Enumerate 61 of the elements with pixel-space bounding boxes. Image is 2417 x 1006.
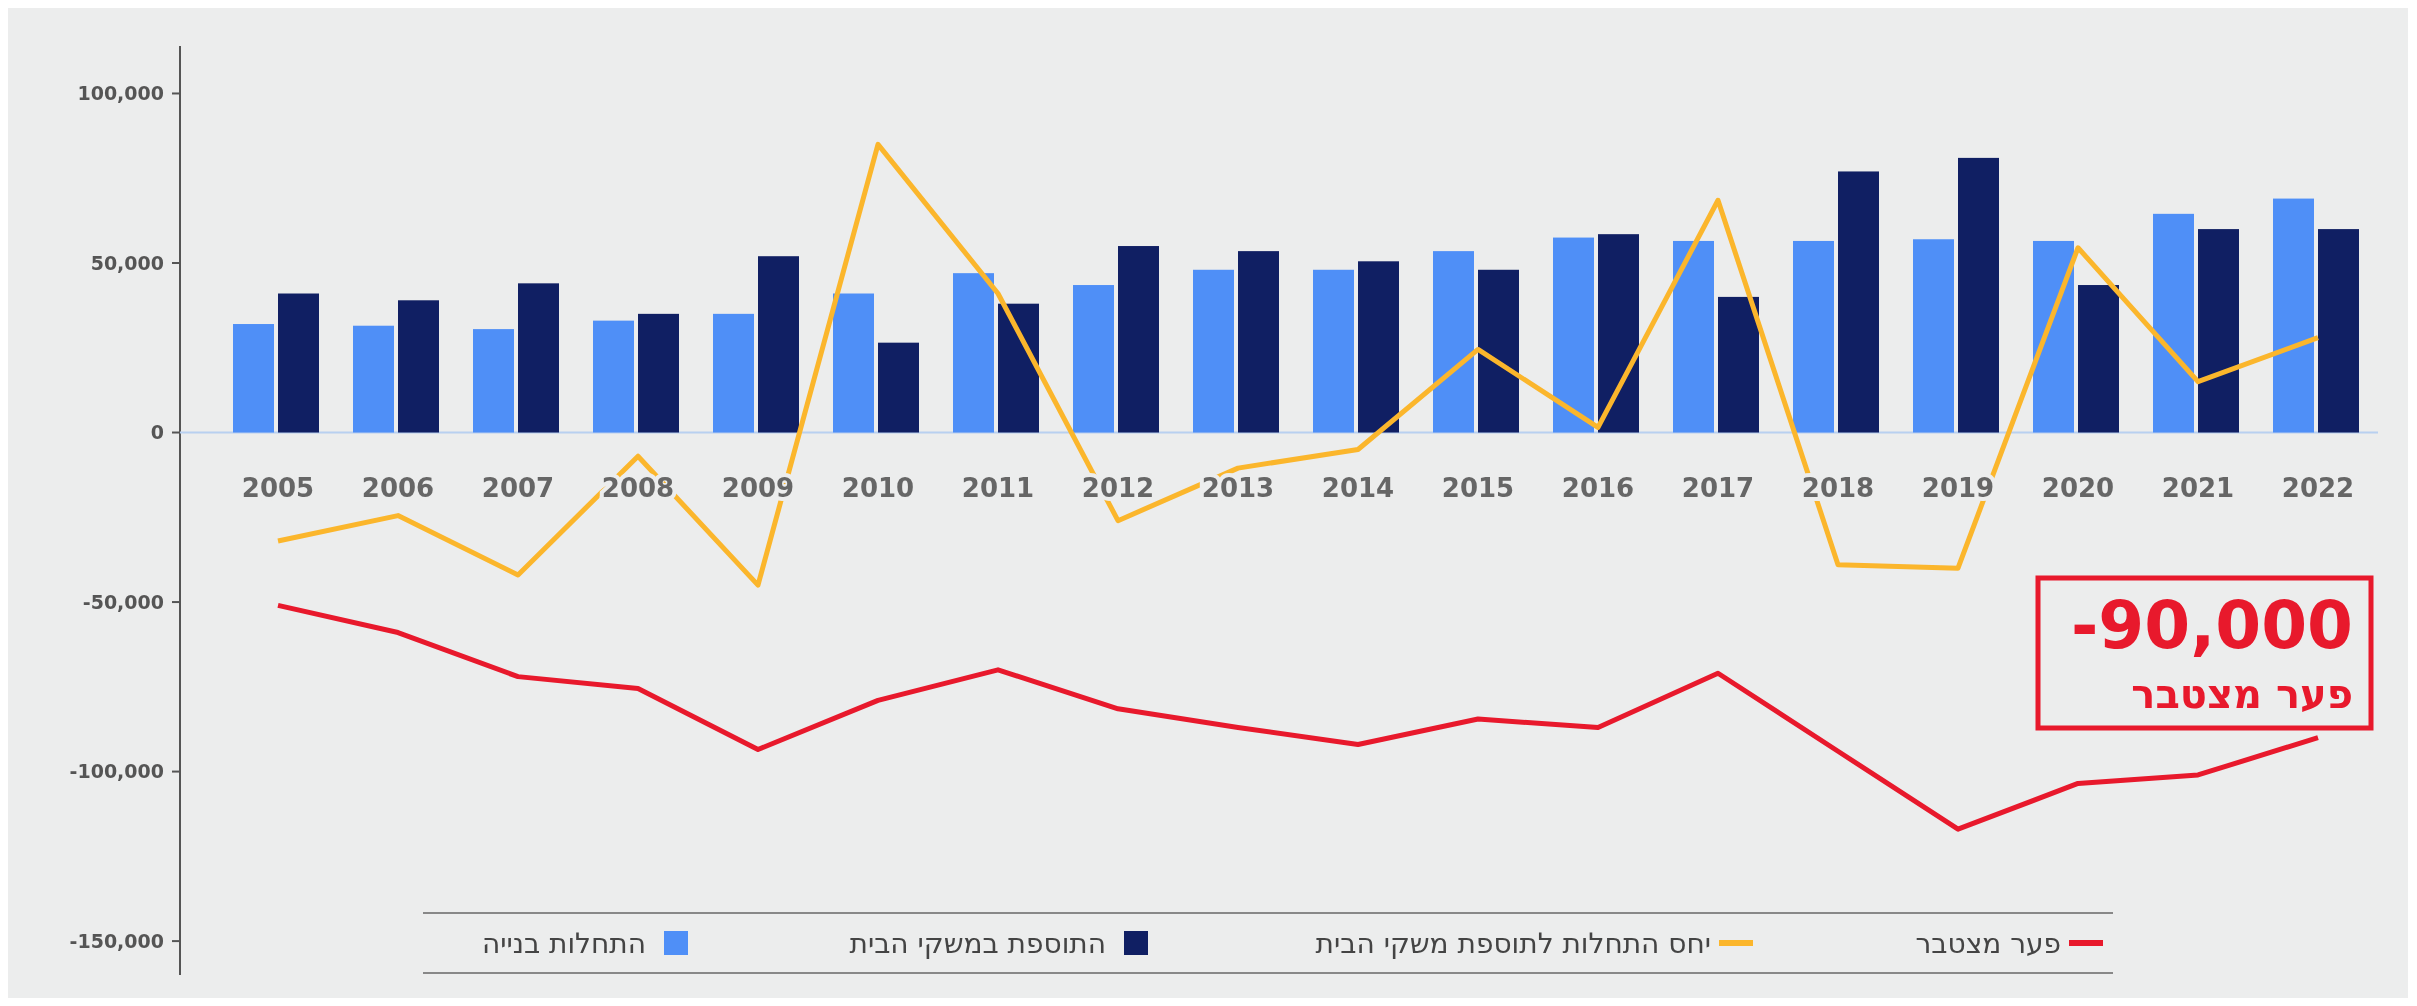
x-tick-label: 2017: [1681, 472, 1755, 503]
bar: [998, 303, 1039, 433]
bar: [833, 293, 874, 433]
x-tick-label: 2014: [1321, 472, 1395, 503]
y-tick-label: 0: [150, 421, 164, 444]
bar: [713, 313, 754, 433]
x-tick-label: 2006: [361, 472, 435, 503]
bar: [2318, 229, 2359, 433]
bar: [2198, 229, 2239, 433]
bar: [2078, 285, 2119, 433]
x-tick-label: 2013: [1201, 472, 1275, 503]
bar: [1313, 269, 1354, 433]
legend-label: התוספת במשקי הבית: [849, 926, 1106, 960]
bar: [2273, 198, 2314, 433]
bar: [1793, 240, 1834, 433]
bar: [233, 324, 274, 433]
x-tick-label: 2005: [241, 472, 315, 503]
x-tick-label: 2022: [2281, 472, 2355, 503]
bar: [953, 273, 994, 433]
bar: [593, 320, 634, 433]
bar: [1718, 296, 1759, 433]
x-tick-label: 2010: [841, 472, 915, 503]
bar: [1358, 261, 1399, 433]
y-tick-label: 100,000: [77, 82, 164, 105]
y-tick-label: 50,000: [90, 251, 164, 274]
y-tick-label: -150,000: [69, 929, 164, 952]
bar: [1958, 157, 1999, 433]
bar: [1193, 269, 1234, 433]
bar: [398, 300, 439, 433]
x-tick-label: 2021: [2161, 472, 2235, 503]
bar: [1673, 240, 1714, 433]
bar: [1598, 234, 1639, 433]
annotation: פער מצטבר: [2131, 671, 2353, 717]
x-tick-label: 2020: [2041, 472, 2115, 503]
bar: [1553, 237, 1594, 433]
bar: [2033, 240, 2074, 433]
legend-label: התחלות בנייה: [481, 926, 646, 960]
legend-label: יחס התחלות לתוספת משקי הבית: [1315, 926, 1711, 960]
bar: [473, 329, 514, 433]
bar: [353, 325, 394, 433]
bar: [1433, 251, 1474, 433]
bar: [2153, 213, 2194, 433]
bar: [1478, 269, 1519, 433]
bar: [1238, 251, 1279, 433]
x-tick-label: 2015: [1441, 472, 1515, 503]
bar: [758, 256, 799, 433]
bar: [878, 342, 919, 433]
x-tick-label: 2011: [961, 472, 1035, 503]
y-tick-label: -50,000: [82, 590, 164, 613]
bar: [1118, 246, 1159, 433]
x-tick-label: 2007: [481, 472, 555, 503]
bar: [518, 283, 559, 433]
legend-label: פער מצטבר: [1915, 926, 2061, 960]
y-tick-label: -100,000: [69, 760, 164, 783]
x-tick-label: 2016: [1561, 472, 1635, 503]
annotation: -90,000: [2070, 587, 2353, 664]
bar: [638, 313, 679, 433]
bar: [278, 293, 319, 433]
bar: [1838, 171, 1879, 433]
bar: [1073, 285, 1114, 433]
bar: [1913, 239, 1954, 433]
